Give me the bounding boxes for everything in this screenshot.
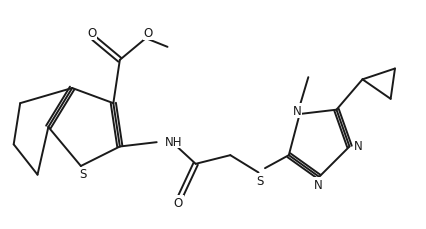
Text: N: N [354,139,363,153]
Text: O: O [174,196,183,209]
Text: S: S [256,174,264,187]
Text: NH: NH [164,135,182,148]
Text: O: O [144,27,153,40]
Text: O: O [87,27,96,40]
Text: N: N [314,178,322,191]
Text: S: S [79,168,87,180]
Text: N: N [293,105,302,117]
